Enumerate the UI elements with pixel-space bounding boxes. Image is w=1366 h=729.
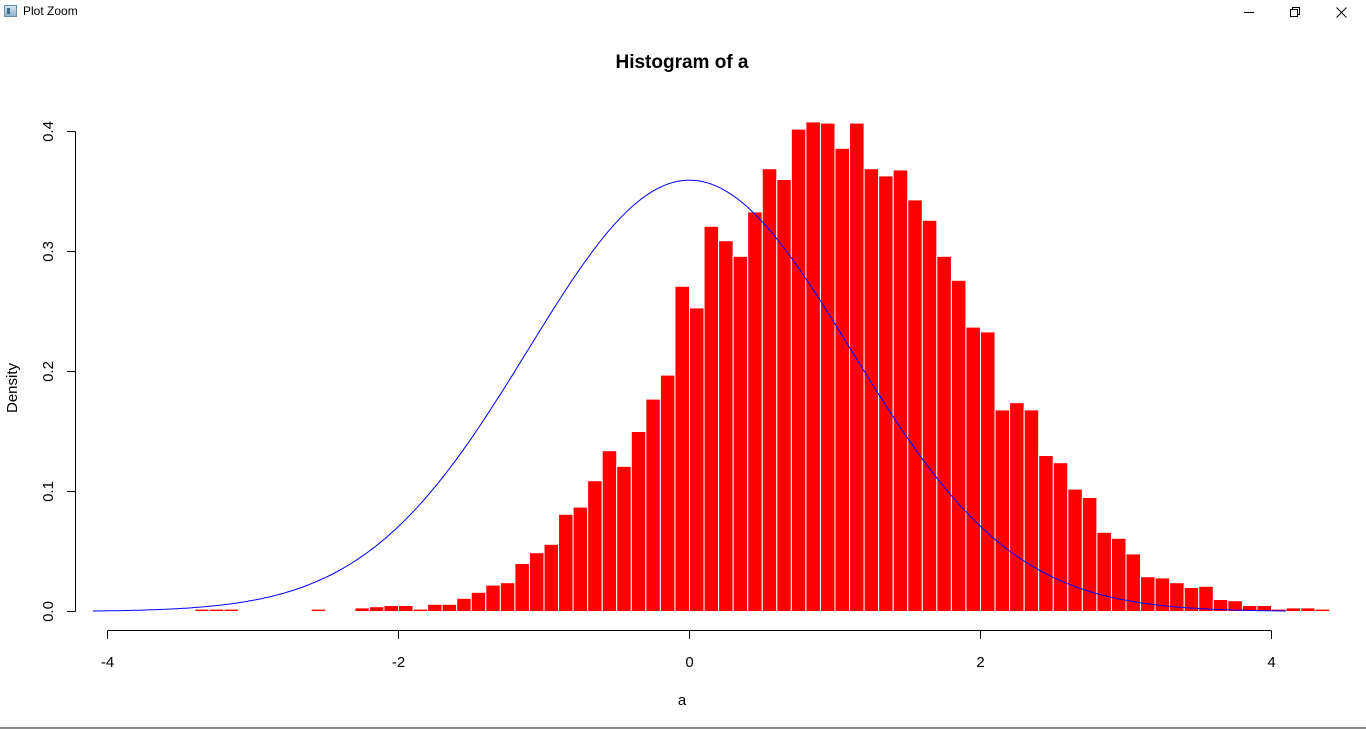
histogram-bar: [456, 597, 472, 612]
histogram-bar: [1081, 497, 1098, 612]
histogram-bar: [1009, 402, 1025, 613]
histogram-bar: [732, 255, 749, 613]
histogram-bar: [674, 285, 691, 612]
y-tick-label: 0.2: [40, 361, 57, 382]
histogram-bar: [630, 431, 647, 612]
window-bottom-border: [0, 727, 1366, 729]
histogram-bar: [761, 168, 778, 612]
histogram-bar: [1285, 607, 1302, 613]
histogram-bar: [689, 307, 705, 612]
histogram-bar: [1256, 605, 1272, 612]
minimize-button[interactable]: [1226, 0, 1272, 24]
histogram-bar: [208, 608, 225, 612]
chart-title: Histogram of a: [615, 52, 748, 73]
histogram-bar: [1314, 608, 1331, 612]
histogram-bar: [718, 240, 734, 612]
close-button[interactable]: [1318, 0, 1364, 24]
histogram-bar: [412, 608, 429, 612]
app-icon: [4, 5, 17, 17]
histogram-bar: [601, 450, 618, 613]
x-tick-label: 2: [976, 654, 984, 671]
y-tick-label: 0.3: [40, 241, 57, 262]
histogram-bar: [892, 169, 909, 612]
histogram-bar: [427, 603, 443, 612]
y-axis: 0.0 0.1 0.2 0.3 0.4: [40, 121, 76, 622]
histogram-bar: [1067, 488, 1083, 613]
histogram-bar: [834, 147, 851, 613]
histogram-bar: [1038, 455, 1054, 612]
histogram-bar: [354, 607, 370, 613]
x-tick-label: -4: [101, 654, 114, 671]
histogram-bars: [194, 121, 1331, 613]
histogram-bar: [1198, 585, 1214, 612]
histogram-bar: [1096, 531, 1112, 612]
histogram-bar: [441, 603, 458, 612]
histogram-bar: [572, 506, 589, 613]
histogram-bar: [965, 326, 982, 612]
y-tick-label: 0.0: [40, 601, 57, 622]
histogram-bar: [1052, 462, 1069, 613]
histogram-bar: [819, 122, 836, 612]
x-tick-label: -2: [392, 654, 405, 671]
y-tick-label: 0.4: [40, 121, 57, 142]
histogram-bar: [1140, 576, 1156, 613]
histogram-bar: [383, 605, 400, 612]
title-bar: Plot Zoom: [0, 0, 1366, 24]
histogram-bar: [194, 608, 210, 612]
x-axis: -4 -2 0 2 4: [101, 630, 1276, 671]
minimize-icon: [1244, 12, 1254, 13]
histogram-bar: [703, 225, 720, 613]
y-axis-label: Density: [4, 362, 21, 413]
histogram-bar: [485, 584, 501, 612]
histogram-bar: [499, 582, 516, 613]
histogram-bar: [921, 219, 938, 613]
histogram-bar: [950, 279, 967, 612]
density-curve: [93, 179, 1287, 612]
histogram-bar: [994, 409, 1011, 612]
histogram-bar: [310, 608, 327, 612]
histogram-bar: [398, 605, 414, 612]
histogram-bar: [616, 465, 632, 612]
histogram-bar: [805, 121, 821, 613]
close-icon: [1335, 6, 1347, 18]
histogram-bar: [543, 543, 560, 612]
histogram-bar: [776, 179, 792, 612]
histogram-bar: [558, 513, 574, 612]
histogram-bar: [514, 563, 530, 612]
histogram-bar: [1023, 409, 1040, 612]
histogram-bar: [878, 175, 894, 612]
histogram-bar: [470, 591, 487, 612]
histogram-bar: [528, 552, 545, 613]
histogram-bar: [368, 606, 385, 613]
histogram-bar: [223, 608, 239, 612]
x-axis-label: a: [678, 692, 687, 709]
histogram-bar: [907, 199, 923, 612]
histogram-bar: [659, 374, 676, 612]
histogram-bar: [980, 331, 996, 612]
x-tick-label: 4: [1267, 654, 1275, 671]
histogram-bar: [936, 255, 952, 613]
histogram-bar: [645, 398, 661, 612]
histogram-bar: [587, 480, 603, 613]
restore-button[interactable]: [1272, 0, 1318, 24]
histogram-bar: [790, 128, 807, 612]
window-title: Plot Zoom: [23, 4, 78, 18]
histogram-bar: [1300, 607, 1316, 613]
plot-area: Histogram of a -4 -2 0 2 4 0.0 0.1 0.2 0.3 0.4 a…: [4, 52, 1331, 709]
histogram-bar: [747, 211, 763, 612]
x-tick-label: 0: [685, 654, 693, 671]
y-tick-label: 0.1: [40, 481, 57, 502]
histogram-bar: [1110, 537, 1127, 612]
restore-icon: [1290, 7, 1300, 17]
